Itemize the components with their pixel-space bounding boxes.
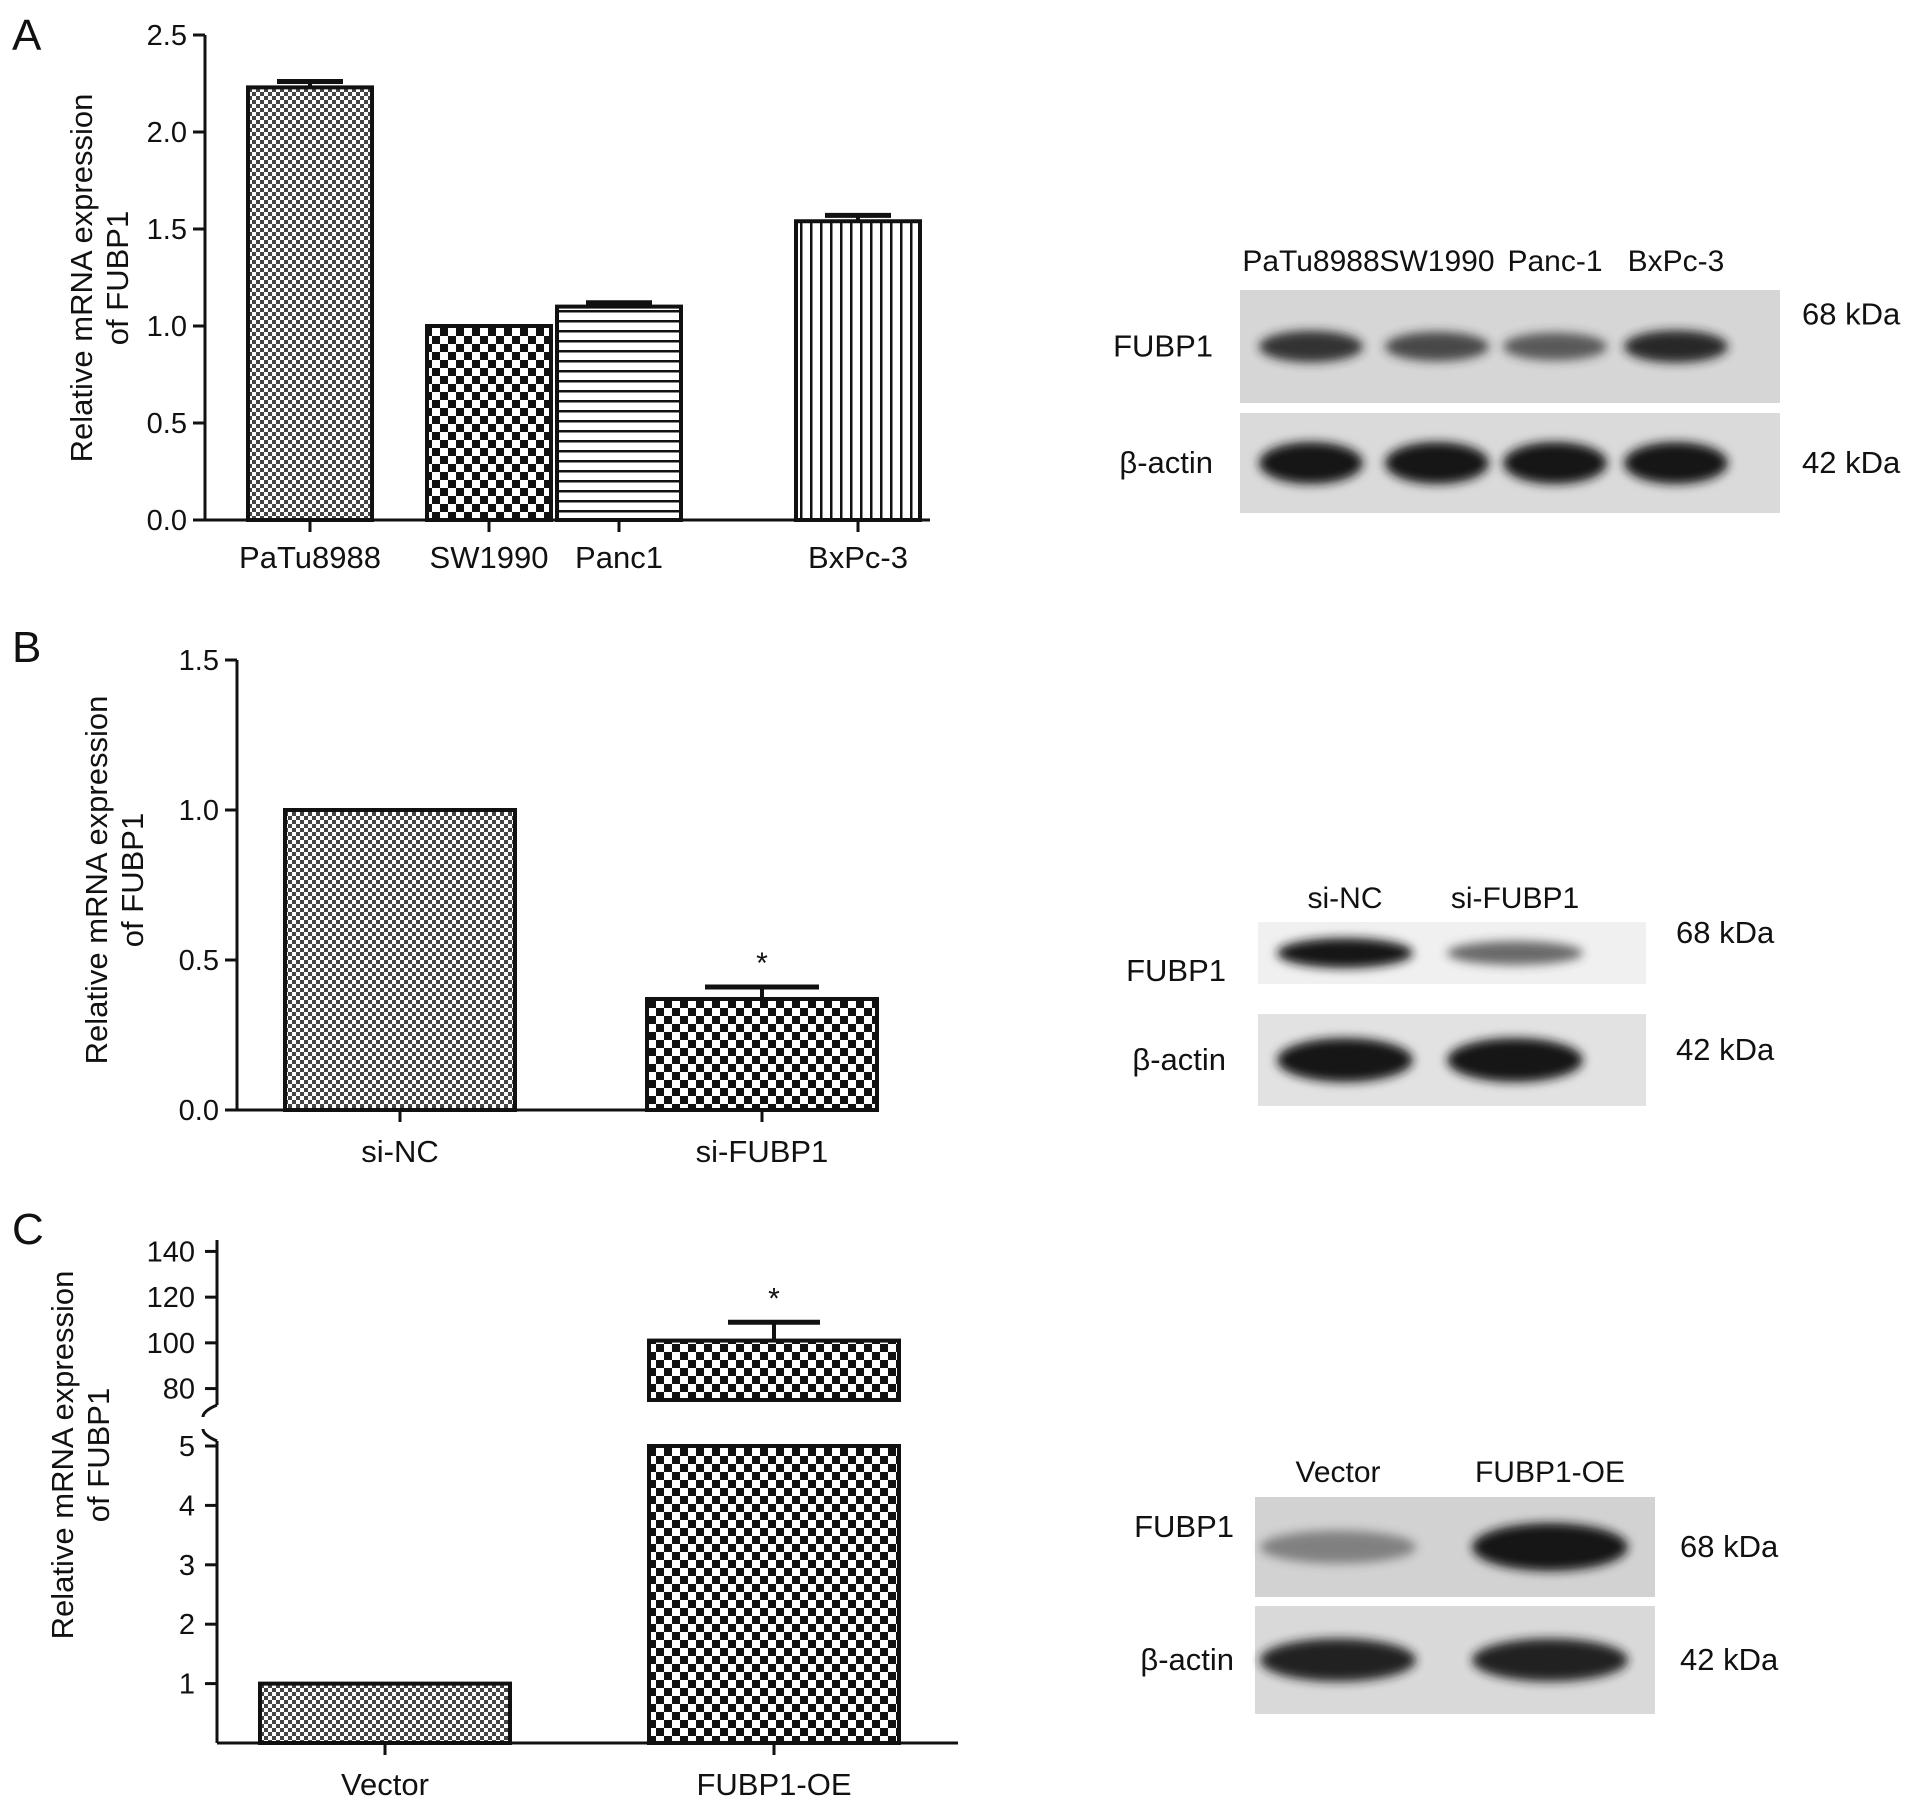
- panel-letter-a: A: [12, 11, 42, 60]
- axis-break-mark: [201, 1428, 218, 1443]
- x-category-label: BxPc-3: [808, 540, 908, 575]
- y-axis-label: of FUBP1: [115, 813, 150, 947]
- y-tick-label: 100: [147, 1328, 195, 1360]
- blot-band: [1447, 941, 1583, 965]
- y-tick-label: 2.0: [147, 117, 187, 149]
- y-tick-label: 0.5: [147, 408, 187, 440]
- blot-lane-label: si-NC: [1308, 882, 1383, 915]
- bar: [258, 1681, 512, 1745]
- y-tick-label: 2.5: [147, 20, 187, 52]
- y-tick-label: 4: [179, 1490, 195, 1522]
- bar: [283, 808, 517, 1112]
- blot-lane-label: BxPc-3: [1628, 245, 1725, 278]
- blot-lane-label: Panc-1: [1507, 245, 1602, 278]
- blot-size-label: 68 kDa: [1680, 1529, 1779, 1564]
- blot-band: [1472, 1523, 1628, 1571]
- blot-band: [1624, 442, 1728, 484]
- chart-c: 1 2 3 4 5 80 100 120 140 Relative mRNA expression…: [45, 1236, 958, 1802]
- blot-band: [1260, 1530, 1416, 1564]
- blot-size-label: 42 kDa: [1680, 1642, 1779, 1677]
- y-tick-label: 0.0: [147, 505, 187, 537]
- blot-protein-label: FUBP1: [1126, 953, 1226, 988]
- blot-size-label: 68 kDa: [1676, 915, 1775, 950]
- significance-marker: *: [768, 1282, 780, 1315]
- y-tick-label: 5: [179, 1431, 195, 1463]
- y-tick-label: 3: [179, 1550, 195, 1582]
- blot-band: [1624, 330, 1728, 363]
- y-tick-label: 140: [147, 1236, 195, 1268]
- x-category-label: SW1990: [430, 540, 549, 575]
- blot-band: [1447, 1038, 1583, 1082]
- panel-letter-b: B: [12, 623, 41, 672]
- blot-band: [1385, 331, 1489, 362]
- y-tick-label: 1.5: [179, 645, 219, 677]
- x-category-label: FUBP1-OE: [696, 1767, 851, 1802]
- panel-letter-c: C: [12, 1205, 44, 1254]
- blot-lane-label: FUBP1-OE: [1475, 1456, 1625, 1489]
- blot-band: [1260, 1638, 1416, 1682]
- blot-lane-label: Vector: [1295, 1456, 1380, 1489]
- blot-lane-label: si-FUBP1: [1451, 882, 1579, 915]
- y-tick-label: 0.5: [179, 945, 219, 977]
- x-category-label: Vector: [341, 1767, 429, 1802]
- y-axis-label: Relative mRNA expression: [79, 696, 114, 1065]
- bar: [555, 304, 683, 522]
- bar: [794, 219, 922, 523]
- western-blot-a: PaTu8988 SW1990 Panc-1 BxPc-3 FUBP1 68 kDa β-a…: [1113, 245, 1901, 513]
- western-blot-c: Vector FUBP1-OE FUBP1 68 kDa β-actin 42 kDa: [1134, 1456, 1779, 1714]
- bar-lower-segment: [647, 1444, 901, 1745]
- y-axis-label: Relative mRNA expression: [45, 1271, 80, 1640]
- y-tick-label: 1.5: [147, 214, 187, 246]
- blot-size-label: 68 kDa: [1802, 297, 1901, 332]
- y-axis-label: of FUBP1: [100, 211, 135, 345]
- y-tick-label: 120: [147, 1282, 195, 1314]
- blot-protein-label: FUBP1: [1134, 1509, 1234, 1544]
- bar: [645, 997, 879, 1112]
- x-category-label: Panc1: [575, 540, 663, 575]
- bar: [425, 324, 553, 522]
- blot-protein-label: β-actin: [1140, 1642, 1234, 1677]
- x-category-label: PaTu8988: [239, 540, 381, 575]
- y-tick-label: 1.0: [179, 795, 219, 827]
- blot-protein-label: β-actin: [1119, 445, 1213, 480]
- chart-b: 0.0 0.5 1.0 1.5 Relative mRNA expression of F…: [79, 645, 879, 1169]
- blot-lane-label: SW1990: [1379, 245, 1494, 278]
- blot-band: [1472, 1638, 1628, 1682]
- chart-a: 0.0 0.5 1.0 1.5 2.0 2.5 Relative mRNA expressi…: [64, 20, 930, 575]
- bar-upper-segment: [647, 1338, 901, 1402]
- blot-band: [1277, 938, 1413, 968]
- blot-band: [1277, 1038, 1413, 1082]
- western-blot-b: si-NC si-FUBP1 FUBP1 68 kDa β-actin 42 kDa: [1126, 882, 1775, 1106]
- significance-marker: *: [756, 947, 768, 980]
- y-tick-label: 80: [163, 1374, 195, 1406]
- blot-band: [1503, 442, 1607, 484]
- bar: [246, 85, 374, 522]
- y-tick-label: 0.0: [179, 1095, 219, 1127]
- y-tick-label: 2: [179, 1609, 195, 1641]
- y-axis-label: Relative mRNA expression: [64, 94, 99, 463]
- x-category-label: si-FUBP1: [696, 1134, 829, 1169]
- blot-lane-label: PaTu8988: [1242, 245, 1379, 278]
- blot-band: [1259, 442, 1363, 484]
- y-axis-label: of FUBP1: [81, 1388, 116, 1522]
- x-category-label: si-NC: [361, 1134, 439, 1169]
- blot-band: [1385, 442, 1489, 484]
- y-tick-label: 1: [179, 1669, 195, 1701]
- blot-band: [1503, 332, 1607, 361]
- blot-size-label: 42 kDa: [1802, 445, 1901, 480]
- blot-size-label: 42 kDa: [1676, 1032, 1775, 1067]
- y-tick-label: 1.0: [147, 311, 187, 343]
- blot-protein-label: β-actin: [1132, 1042, 1226, 1077]
- blot-protein-label: FUBP1: [1113, 329, 1213, 364]
- blot-band: [1259, 330, 1363, 363]
- axis-break-mark: [201, 1403, 218, 1418]
